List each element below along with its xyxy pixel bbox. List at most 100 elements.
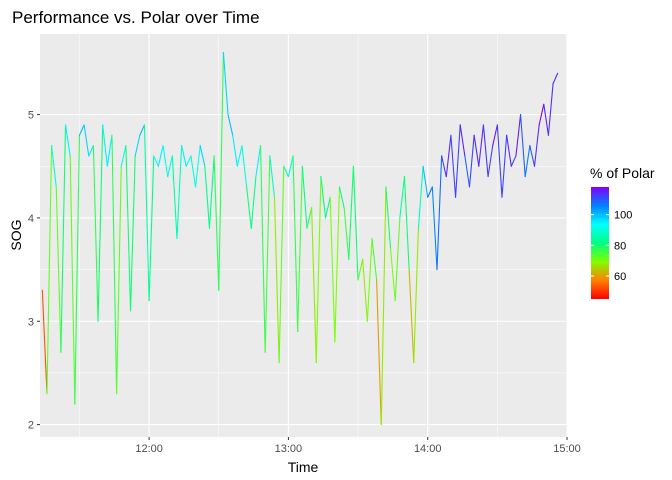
series-segment [125,145,132,312]
series-segment [315,176,322,364]
series-segment [329,196,336,343]
series-segment [366,238,373,322]
series-segment [311,207,317,364]
series-segment [543,103,549,136]
series-segment [394,217,401,302]
series-segment [441,155,447,178]
series-segment [176,145,183,240]
series-segment [510,155,517,167]
series-segment [222,52,229,116]
series-segment [97,124,104,322]
series-segment [218,52,224,291]
series-segment [204,165,211,229]
series-segment [255,145,262,178]
series-segment [250,176,257,229]
series-segment [427,186,433,198]
series-segment [83,124,90,157]
series-segment [116,165,122,395]
series-segment [157,145,164,167]
x-tick-label: 14:00 [414,443,442,455]
series-segment [264,155,271,353]
series-segment [538,103,545,126]
series-segment [385,186,392,250]
series-segment [120,145,127,167]
series-segment [436,155,443,271]
x-tick-label: 15:00 [553,443,581,455]
series-segment [185,155,192,167]
series-segment [269,155,276,198]
series-segment [162,145,169,178]
series-segment [473,134,480,167]
series-segment [273,196,280,364]
series-segment [292,155,299,333]
series-segment [190,155,197,188]
y-tick-label: 5 [28,110,34,122]
series-segment [287,155,294,178]
series-segment [167,155,173,178]
series-segment [199,145,206,167]
series-segment [390,248,396,302]
series-segment [455,124,461,198]
series-segment [348,165,354,260]
series-segment [102,124,108,167]
series-line [41,52,559,426]
plot-panel [40,34,567,437]
legend-colorbar [591,187,609,299]
series-segment [301,165,308,229]
series-segment [496,124,503,198]
axes: 2 3 4 5 12:00 13:00 14:00 15:00 [28,110,581,455]
series-segment [78,124,85,136]
series-segment [41,289,48,395]
series-segment [343,207,350,260]
series-segment [501,134,508,198]
grid [40,34,568,437]
series-segment [241,145,248,188]
series-segment [352,165,359,281]
series-segment [399,176,406,219]
series-segment [320,176,327,219]
series-segment [129,155,136,312]
series-segment [464,155,471,188]
series-segment [413,227,419,364]
series-segment [482,124,489,178]
series-segment [92,145,99,322]
series-segment [208,155,215,229]
series-segment [60,124,67,353]
series-segment [69,155,76,405]
legend: % of Polar 60 80 100 [590,165,655,299]
series-segment [55,186,62,353]
series-segment [64,124,71,157]
series-segment [492,124,498,147]
x-tick-label: 13:00 [275,443,303,455]
series-segment [297,165,303,333]
series-segment [417,165,424,229]
series-segment [213,155,220,291]
series-segment [148,155,155,302]
series-segment [74,134,81,405]
y-axis-title: SOG [8,219,24,250]
series-segment [181,145,187,167]
series-segment [51,145,57,188]
series-segment [403,176,410,271]
chart-title: Performance vs. Polar over Time [12,8,260,27]
series-segment [139,124,146,136]
series-segment [46,145,53,395]
series-segment [232,134,238,167]
series-segment [445,134,452,178]
series-segment [552,72,559,85]
series-segment [422,165,429,198]
y-tick-label: 3 [28,316,34,328]
series-segment [278,165,285,364]
series-segment [334,186,341,343]
series-segment [408,269,415,364]
series-segment [478,124,484,167]
series-segment [111,134,118,395]
series-segment [362,258,368,322]
legend-title: % of Polar [590,165,655,181]
series-segment [431,186,438,271]
series-segment [376,279,382,426]
series-segment [171,155,178,240]
legend-label: 100 [614,210,632,222]
series-segment [520,114,526,178]
